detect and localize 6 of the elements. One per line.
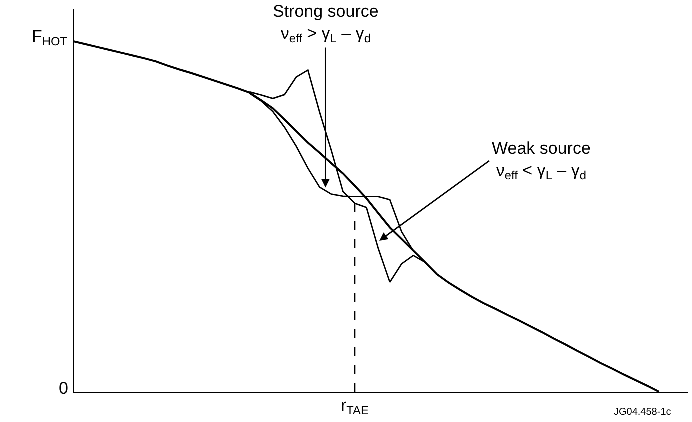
annotation: Weak source ν$_{eff}$ < γ$_{L}$ – γ$_{d}$ bbox=[492, 139, 591, 183]
text: r$_{TAE}$ bbox=[341, 396, 369, 418]
text: 0 bbox=[59, 379, 68, 398]
annotation: Strong source ν$_{eff}$ > γ$_{L}$ – γ$_{d}$ bbox=[273, 2, 379, 46]
text: JG04.458-1c bbox=[614, 407, 672, 418]
text: F$_{HOT}$ bbox=[32, 27, 68, 49]
